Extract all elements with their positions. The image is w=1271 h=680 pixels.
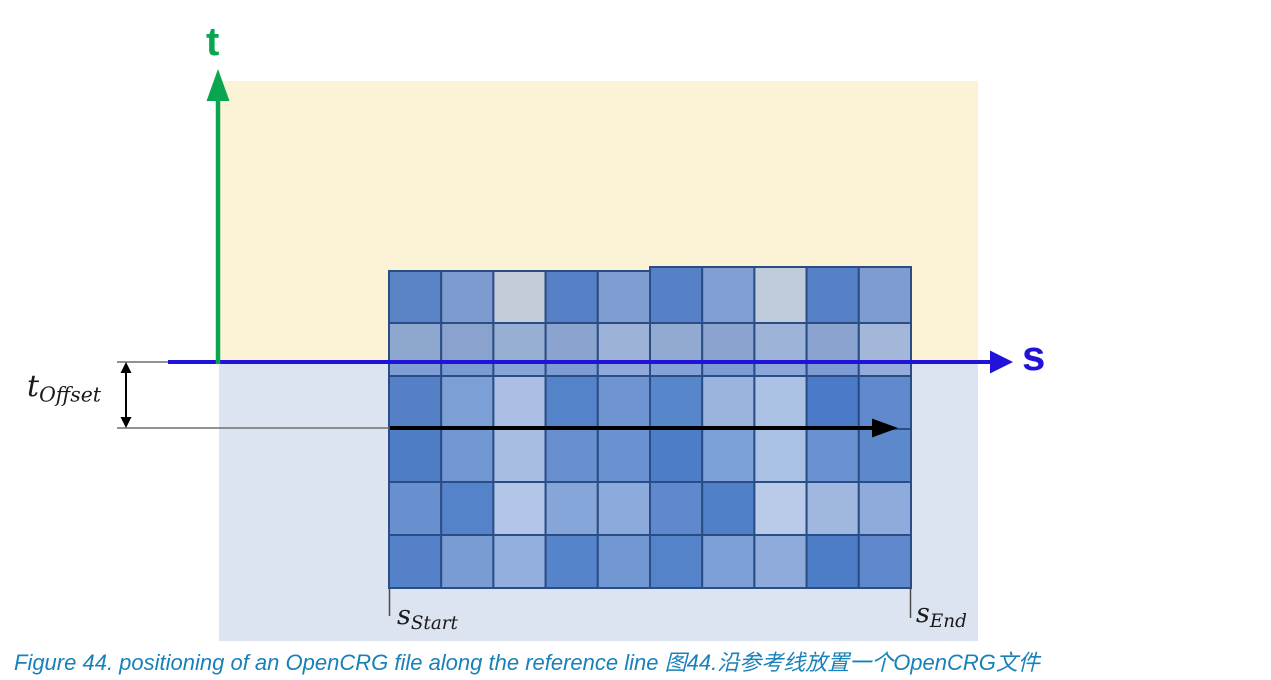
grid-cell <box>753 481 808 536</box>
t-axis-arrowhead-icon <box>206 69 230 101</box>
grid-cell <box>440 361 495 377</box>
grid-cell <box>388 428 443 483</box>
grid-cell <box>544 534 599 589</box>
grid-cell <box>388 375 443 430</box>
grid-cell <box>753 322 808 363</box>
grid-cell <box>649 481 704 536</box>
grid-cell <box>805 534 860 589</box>
grid-cell <box>492 375 547 430</box>
grid-cell <box>440 322 495 363</box>
grid-cell <box>388 534 443 589</box>
grid-cell <box>440 534 495 589</box>
grid-cell <box>596 375 651 430</box>
grid-cell <box>857 534 912 589</box>
grid-cell <box>805 361 860 377</box>
grid-cell <box>857 266 912 324</box>
s-end-base: s <box>916 598 930 629</box>
grid-cell <box>492 270 547 324</box>
s-start-label: sStart <box>397 600 458 634</box>
s-axis-arrowhead-icon <box>990 350 1013 374</box>
grid-cell <box>596 270 651 324</box>
grid-cell <box>544 361 599 377</box>
grid-cell <box>753 428 808 483</box>
grid-cell <box>440 375 495 430</box>
grid-cell <box>701 428 756 483</box>
grid-cell <box>805 322 860 363</box>
grid-cell <box>701 266 756 324</box>
t-offset-arrowhead-down-icon <box>120 417 132 428</box>
grid-cell <box>857 361 912 377</box>
grid-cell <box>701 375 756 430</box>
t-offset-subscript: Offset <box>39 382 101 407</box>
grid-cell <box>596 361 651 377</box>
grid-cell <box>701 322 756 363</box>
grid-cell <box>492 428 547 483</box>
grid-cell <box>649 428 704 483</box>
grid-cell <box>805 428 860 483</box>
grid-cell <box>701 481 756 536</box>
grid-cell <box>492 481 547 536</box>
grid-cell <box>388 322 443 363</box>
grid-cell <box>701 534 756 589</box>
grid-cell <box>857 428 912 483</box>
grid-cell <box>857 481 912 536</box>
grid-cell <box>805 266 860 324</box>
grid-cell <box>492 322 547 363</box>
t-offset-arrowhead-up-icon <box>120 362 132 373</box>
crg-grid <box>388 266 912 589</box>
grid-cell <box>388 481 443 536</box>
grid-cell <box>753 375 808 430</box>
s-end-subscript: End <box>929 611 967 633</box>
grid-cell <box>596 428 651 483</box>
crg-reference-arrowhead-icon <box>872 418 898 438</box>
t-offset-label: tOffset <box>27 369 101 407</box>
grid-cell <box>596 481 651 536</box>
grid-cell <box>440 428 495 483</box>
grid-cell <box>805 481 860 536</box>
grid-cell <box>440 481 495 536</box>
grid-cell <box>544 375 599 430</box>
grid-cell <box>544 322 599 363</box>
s-start-base: s <box>397 600 411 631</box>
s-axis-label: s <box>1022 332 1046 379</box>
grid-cell <box>649 375 704 430</box>
grid-cell <box>596 534 651 589</box>
grid-cell <box>544 481 599 536</box>
grid-cell <box>701 361 756 377</box>
s-start-subscript: Start <box>410 613 458 635</box>
grid-cell <box>388 361 443 377</box>
grid-cell <box>753 361 808 377</box>
grid-cell <box>544 428 599 483</box>
t-offset-base: t <box>27 369 40 404</box>
grid-cell <box>805 375 860 430</box>
grid-cell <box>857 375 912 430</box>
grid-cell <box>596 322 651 363</box>
grid-cell <box>753 534 808 589</box>
grid-cell <box>649 534 704 589</box>
grid-cell <box>753 266 808 324</box>
grid-cell <box>649 322 704 363</box>
figure-caption: Figure 44. positioning of an OpenCRG fil… <box>14 650 1040 675</box>
grid-cell <box>492 361 547 377</box>
t-axis-label: t <box>206 20 220 64</box>
grid-cell <box>544 270 599 324</box>
grid-cell <box>492 534 547 589</box>
grid-cell <box>649 266 704 324</box>
grid-cell <box>440 270 495 324</box>
grid-cell <box>649 361 704 377</box>
grid-cell <box>857 322 912 363</box>
grid-cell <box>388 270 443 324</box>
s-end-label: sEnd <box>916 598 967 632</box>
